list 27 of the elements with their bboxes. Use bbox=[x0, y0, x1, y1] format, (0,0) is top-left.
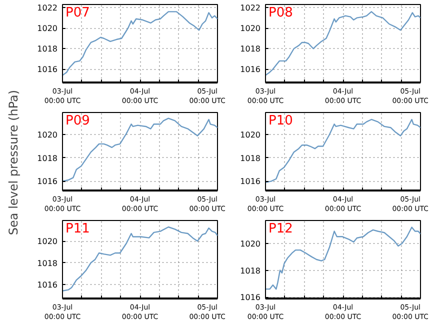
y-tick-label: 1020 bbox=[240, 24, 260, 34]
y-tick-label: 1016 bbox=[240, 293, 260, 302]
chart-title: P11 bbox=[66, 222, 90, 236]
y-tick-label: 1018 bbox=[240, 154, 260, 163]
chart-title: P12 bbox=[268, 222, 293, 236]
chart-title: P07 bbox=[66, 6, 90, 20]
y-tick-label: 1020 bbox=[240, 239, 260, 248]
chart-title: P10 bbox=[268, 114, 293, 128]
y-tick-label: 1020 bbox=[240, 130, 260, 140]
chart-title: P09 bbox=[66, 114, 90, 128]
y-tick-label: 1016 bbox=[240, 177, 260, 186]
y-tick-label: 1018 bbox=[37, 154, 58, 163]
y-tick-label: 1018 bbox=[37, 258, 58, 268]
y-tick-label: 1018 bbox=[37, 44, 58, 54]
y-tick-label: 1016 bbox=[37, 65, 58, 74]
y-tick-label: 1020 bbox=[37, 24, 58, 34]
y-tick-label: 1016 bbox=[37, 280, 58, 290]
y-tick-label: 1020 bbox=[37, 237, 58, 246]
y-tick-label: 1022 bbox=[240, 4, 260, 13]
chart-title: P08 bbox=[268, 6, 293, 20]
y-tick-label: 1016 bbox=[37, 177, 58, 186]
y-tick-label: 1018 bbox=[240, 266, 260, 276]
y-tick-label: 1016 bbox=[240, 65, 260, 74]
y-tick-label: 1022 bbox=[37, 4, 58, 13]
y-tick-label: 1018 bbox=[240, 44, 260, 54]
y-axis-title: Sea level pressure (hPa) bbox=[6, 90, 21, 236]
y-tick-label: 1020 bbox=[37, 130, 58, 140]
